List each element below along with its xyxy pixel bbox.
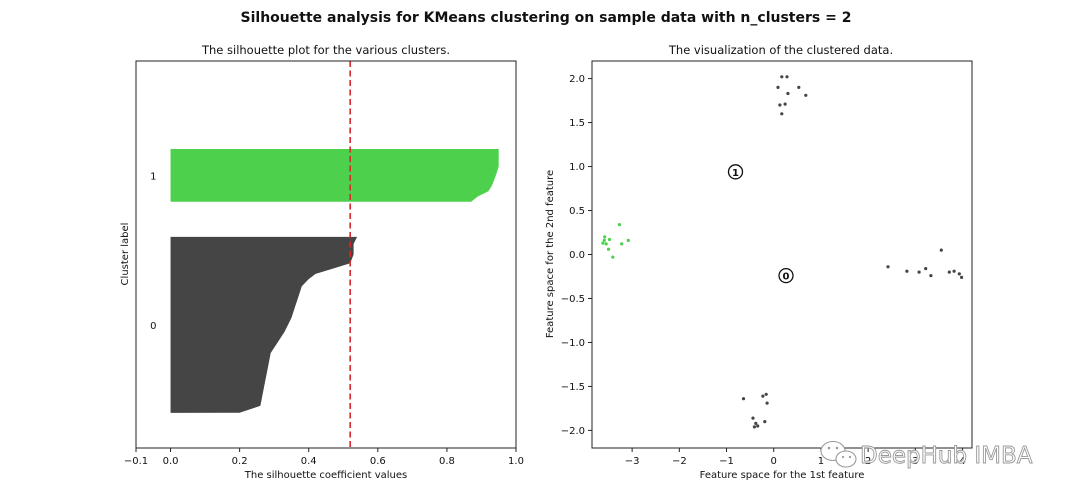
y-tick-label: 1.0 [569, 162, 585, 173]
scatter-point-cluster-0 [756, 424, 760, 428]
scatter-point-cluster-0 [752, 425, 757, 429]
scatter-point-cluster-0 [780, 75, 784, 79]
x-tick-label: 3 [912, 456, 918, 467]
x-tick-label: 1 [818, 456, 824, 467]
x-tick-label: 0.4 [301, 456, 317, 467]
scatter-point-cluster-0 [778, 103, 782, 107]
scatter-point-cluster-0 [754, 421, 758, 425]
scatter-plot-frame [591, 60, 973, 449]
silhouette-plot-title: The silhouette plot for the various clus… [201, 43, 450, 57]
scatter-point-cluster-0 [929, 274, 933, 278]
cluster-center-0 [778, 267, 794, 284]
scatter-point-cluster-1 [602, 238, 606, 242]
x-tick-label: −2 [672, 456, 687, 467]
y-tick-label: 0.5 [569, 206, 585, 217]
scatter-point-cluster-0 [905, 269, 909, 273]
x-tick-label: 0.0 [163, 456, 179, 467]
scatter-point-cluster-1 [603, 235, 607, 239]
scatter-point-cluster-0 [797, 85, 801, 89]
y-tick-label: −2.0 [561, 426, 585, 437]
scatter-point-cluster-0 [952, 269, 956, 273]
figure-title: Silhouette analysis for KMeans clusterin… [241, 10, 852, 26]
silhouette-cluster-1 [170, 148, 499, 202]
scatter-point-cluster-0 [917, 270, 921, 274]
scatter-point-cluster-0 [780, 112, 784, 116]
silhouette-x-axis-label: The silhouette coefficient values [244, 470, 408, 481]
x-tick-label: 2 [865, 456, 871, 467]
scatter-point-cluster-0 [763, 420, 767, 424]
y-tick-label: 1.5 [569, 118, 585, 129]
cluster-label-0: 0 [150, 321, 156, 332]
scatter-point-cluster-0 [741, 397, 746, 401]
scatter-point-cluster-0 [776, 85, 780, 89]
scatter-x-axis-label: Feature space for the 1st feature [700, 470, 865, 481]
x-tick-label: 0.2 [232, 456, 248, 467]
scatter-point-cluster-0 [957, 272, 961, 276]
scatter-point-cluster-1 [601, 241, 605, 245]
scatter-point-cluster-0 [947, 270, 951, 274]
scatter-point-cluster-1 [626, 238, 630, 242]
scatter-point-cluster-1 [604, 242, 608, 246]
scatter-point-cluster-0 [939, 248, 943, 252]
scatter-point-cluster-0 [761, 394, 765, 398]
scatter-point-cluster-0 [785, 75, 789, 79]
y-tick-label: 0.0 [569, 250, 585, 261]
y-tick-label: −1.0 [561, 338, 585, 349]
scatter-point-cluster-0 [783, 102, 787, 106]
scatter-point-cluster-1 [617, 223, 622, 227]
x-tick-label: 0.6 [370, 456, 386, 467]
cluster-scatter-plot: The visualization of the clustered data.… [545, 43, 973, 481]
scatter-point-cluster-1 [611, 255, 615, 259]
silhouette-plot-frame [135, 60, 517, 449]
y-tick-label: −1.5 [561, 382, 585, 393]
x-tick-label: −3 [625, 456, 640, 467]
scatter-point-cluster-0 [804, 93, 808, 97]
scatter-point-cluster-0 [764, 392, 768, 396]
wechat-icon [820, 440, 857, 468]
x-tick-label: −1 [719, 456, 734, 467]
x-tick-label: 4 [959, 456, 965, 467]
x-tick-label: 1.0 [508, 456, 524, 467]
watermark: DeepHub IMBA [820, 440, 1033, 469]
scatter-point-cluster-0 [786, 91, 790, 96]
cluster-center-label-0: 0 [783, 272, 790, 283]
scatter-point-cluster-1 [607, 237, 612, 242]
scatter-point-cluster-0 [751, 416, 755, 420]
x-tick-label: 0 [771, 456, 777, 467]
cluster-label-1: 1 [150, 171, 156, 182]
x-tick-label: 0.8 [439, 456, 455, 467]
watermark-text: DeepHub IMBA [860, 443, 1033, 469]
scatter-point-cluster-1 [606, 247, 611, 251]
silhouette-cluster-0 [170, 236, 358, 413]
scatter-point-cluster-0 [924, 267, 928, 271]
y-tick-label: 2.0 [569, 74, 585, 85]
silhouette-plot: The silhouette plot for the various clus… [120, 43, 524, 481]
scatter-point-cluster-1 [620, 242, 624, 246]
cluster-center-label-1: 1 [732, 168, 739, 179]
scatter-point-cluster-0 [765, 401, 769, 405]
y-tick-label: −0.5 [561, 294, 585, 305]
scatter-point-cluster-0 [886, 265, 890, 269]
scatter-point-cluster-0 [960, 275, 964, 279]
cluster-center-1 [727, 164, 744, 180]
silhouette-y-axis-label: Cluster label [120, 223, 131, 286]
scatter-y-axis-label: Feature space for the 2nd feature [545, 170, 556, 338]
x-tick-label: −0.1 [124, 456, 148, 467]
scatter-plot-title: The visualization of the clustered data. [668, 43, 893, 57]
